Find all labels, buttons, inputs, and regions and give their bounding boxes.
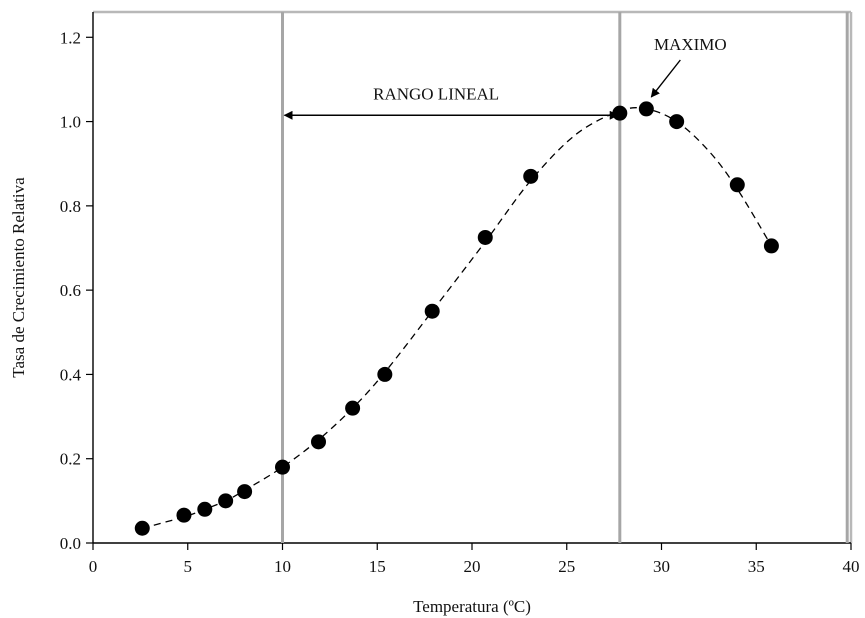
data-point <box>345 400 361 416</box>
data-point <box>523 168 539 184</box>
data-point <box>763 238 779 254</box>
y-axis-ticks: 0.0 0.2 0.4 0.6 0.8 1.0 1.2 <box>60 28 93 553</box>
data-point <box>311 434 327 450</box>
y-tick-label: 0.0 <box>60 534 81 553</box>
y-tick-label: 1.2 <box>60 28 81 47</box>
plot-frame <box>92 10 853 544</box>
data-point <box>197 501 213 517</box>
data-point <box>134 520 150 536</box>
data-point <box>424 303 440 319</box>
data-point <box>275 459 290 475</box>
x-tick-label: 40 <box>843 557 860 576</box>
x-tick-label: 10 <box>274 557 291 576</box>
data-point <box>237 484 253 500</box>
data-point <box>176 507 192 523</box>
y-tick-label: 0.2 <box>60 450 81 469</box>
maximum-arrow <box>650 59 681 98</box>
x-tick-label: 25 <box>558 557 575 576</box>
x-tick-label: 35 <box>748 557 765 576</box>
data-point <box>612 105 628 121</box>
y-axis-label: Tasa de Crecimiento Relativa <box>9 177 28 378</box>
data-point <box>477 229 493 245</box>
maximum-annotation: MAXIMO <box>650 35 727 98</box>
x-axis-label: Temperatura (ºC) <box>413 597 531 616</box>
fit-curve <box>142 107 772 529</box>
x-tick-label: 30 <box>653 557 670 576</box>
x-axis-ticks: 0 5 10 15 20 25 30 35 40 <box>89 543 860 576</box>
y-tick-label: 0.6 <box>60 281 81 300</box>
y-tick-label: 0.4 <box>60 365 82 384</box>
data-point <box>729 177 745 193</box>
y-tick-label: 0.8 <box>60 197 81 216</box>
x-tick-label: 0 <box>89 557 98 576</box>
x-tick-label: 20 <box>464 557 481 576</box>
linear-range-annotation: RANGO LINEAL <box>283 84 619 120</box>
linear-range-label: RANGO LINEAL <box>373 84 499 103</box>
x-tick-label: 15 <box>369 557 386 576</box>
y-tick-label: 1.0 <box>60 113 81 132</box>
data-point <box>218 493 234 509</box>
x-tick-label: 5 <box>184 557 193 576</box>
data-point <box>638 101 654 117</box>
data-points <box>134 101 779 536</box>
data-point <box>377 366 393 382</box>
data-point <box>669 114 685 130</box>
reference-lines <box>281 12 849 543</box>
fit-curve-group <box>142 107 772 529</box>
maximum-label: MAXIMO <box>654 35 727 54</box>
